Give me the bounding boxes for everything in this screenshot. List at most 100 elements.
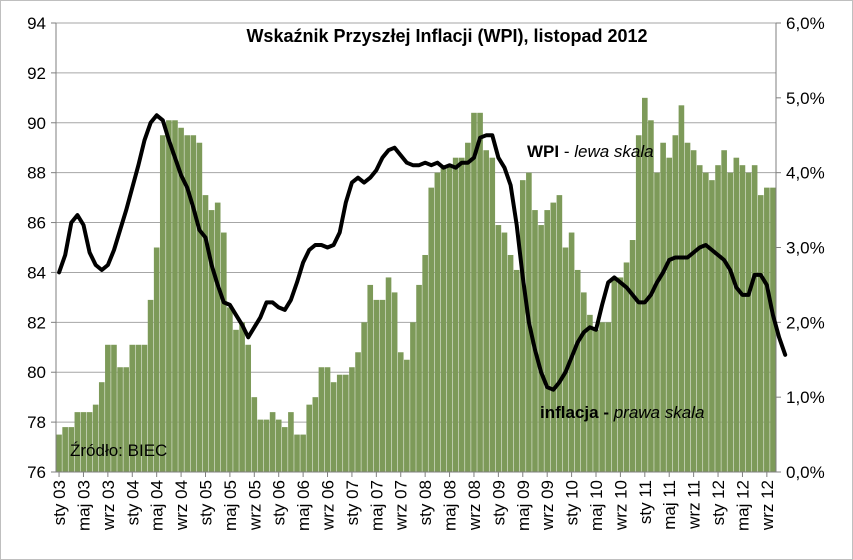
inflation-bar: [556, 195, 563, 472]
inflation-bar: [513, 269, 520, 472]
inflation-bar: [599, 322, 605, 472]
inflation-bar: [678, 105, 685, 473]
inflation-bar: [105, 344, 111, 472]
right-tick-label: 2,0%: [786, 313, 825, 332]
inflation-bar: [220, 232, 227, 472]
inflation-bar: [471, 112, 477, 473]
inflation-bar: [74, 412, 81, 472]
x-tick-label: wrz 12: [758, 480, 777, 531]
inflation-bar: [202, 195, 209, 472]
inflation-bar: [227, 307, 233, 472]
x-tick-label: maj 03: [74, 480, 93, 531]
x-tick-label: sty 05: [196, 480, 215, 525]
inflation-bar: [501, 232, 508, 472]
inflation-bar: [745, 172, 752, 472]
inflation-bar: [294, 434, 300, 472]
inflation-bar: [349, 367, 355, 472]
inflation-bar: [751, 165, 758, 472]
inflation-bar: [562, 247, 569, 472]
inflation-bar: [428, 187, 435, 472]
inflation-bar: [123, 367, 129, 472]
inflation-bar: [306, 404, 313, 472]
inflation-bar: [336, 374, 343, 472]
inflation-bar: [147, 299, 154, 472]
inflation-bar: [159, 135, 166, 472]
inflation-annotation: inflacja - prawa skala: [540, 403, 704, 422]
left-tick-label: 78: [27, 413, 46, 432]
inflation-bar: [733, 157, 740, 472]
wpi-annotation-name: WPI: [527, 142, 559, 161]
inflation-bar: [318, 367, 325, 472]
inflation-bar: [190, 135, 197, 472]
inflation-bar: [257, 419, 264, 472]
right-tick-label: 5,0%: [786, 89, 825, 108]
inflation-bar: [214, 202, 221, 472]
inflation-bar: [764, 187, 770, 472]
inflation-bar: [446, 165, 453, 472]
wpi-annotation-sep: -: [559, 142, 574, 161]
inflation-bar: [397, 352, 404, 472]
inflation-bar: [642, 97, 648, 472]
inflation-bar: [587, 314, 593, 472]
inflation-bar: [92, 404, 99, 472]
inflation-bar: [111, 344, 117, 472]
left-tick-label: 84: [27, 263, 46, 282]
inflation-bar: [385, 277, 392, 472]
x-tick-label: sty 08: [416, 480, 435, 525]
inflation-bar: [605, 322, 612, 472]
inflation-bar: [666, 157, 673, 472]
inflation-bar: [458, 157, 465, 472]
inflation-bar: [660, 142, 666, 472]
inflation-bar: [574, 269, 581, 472]
x-tick-label: sty 10: [563, 480, 582, 525]
inflation-bar: [184, 135, 190, 472]
x-tick-label: sty 09: [489, 480, 508, 525]
right-tick-label: 4,0%: [786, 164, 825, 183]
inflation-bar: [324, 367, 331, 472]
wpi-annotation-scale: lewa skala: [574, 142, 653, 161]
inflation-bar: [269, 412, 276, 472]
inflation-bar: [703, 172, 709, 472]
inflation-bar: [129, 344, 136, 472]
left-tick-label: 86: [27, 214, 46, 233]
inflation-bar: [312, 397, 319, 472]
inflation-bar: [544, 210, 550, 473]
x-tick-label: maj 06: [294, 480, 313, 531]
inflation-bar: [343, 374, 349, 472]
inflation-bar: [623, 262, 630, 472]
inflation-bar: [422, 254, 428, 472]
inflation-bar: [367, 284, 374, 472]
inflation-bar: [300, 434, 306, 472]
inflation-annotation-scale: prawa skala: [613, 403, 705, 422]
x-tick-label: wrz 05: [245, 480, 264, 531]
x-tick-label: sty 03: [50, 480, 69, 525]
inflation-bar: [495, 225, 502, 472]
inflation-bar: [251, 397, 258, 472]
inflation-bar: [483, 150, 489, 472]
inflation-annotation-sep: -: [599, 403, 614, 422]
inflation-annotation-name: inflacja: [540, 403, 599, 422]
x-tick-label: maj 05: [221, 480, 240, 531]
wpi-line: [57, 113, 788, 392]
x-tick-label: wrz 04: [172, 480, 191, 531]
wpi-line-layer: [57, 113, 788, 392]
inflation-bar: [617, 277, 624, 472]
inflation-bar: [715, 165, 721, 472]
right-tick-label: 0,0%: [786, 463, 825, 482]
inflation-bar: [135, 344, 142, 472]
inflation-bar: [757, 195, 764, 472]
inflation-bar: [519, 180, 526, 472]
inflation-bar: [684, 142, 691, 472]
inflation-bar: [440, 165, 447, 472]
left-tick-label: 94: [27, 14, 46, 33]
x-tick-label: wrz 11: [685, 480, 704, 530]
inflation-bar: [373, 299, 380, 472]
inflation-bar: [690, 150, 697, 472]
inflation-bar: [178, 127, 184, 473]
inflation-bar: [452, 157, 459, 472]
left-tick-label: 90: [27, 114, 46, 133]
inflation-bar: [172, 120, 178, 473]
inflation-bar: [465, 142, 471, 472]
inflation-bar: [416, 284, 422, 472]
